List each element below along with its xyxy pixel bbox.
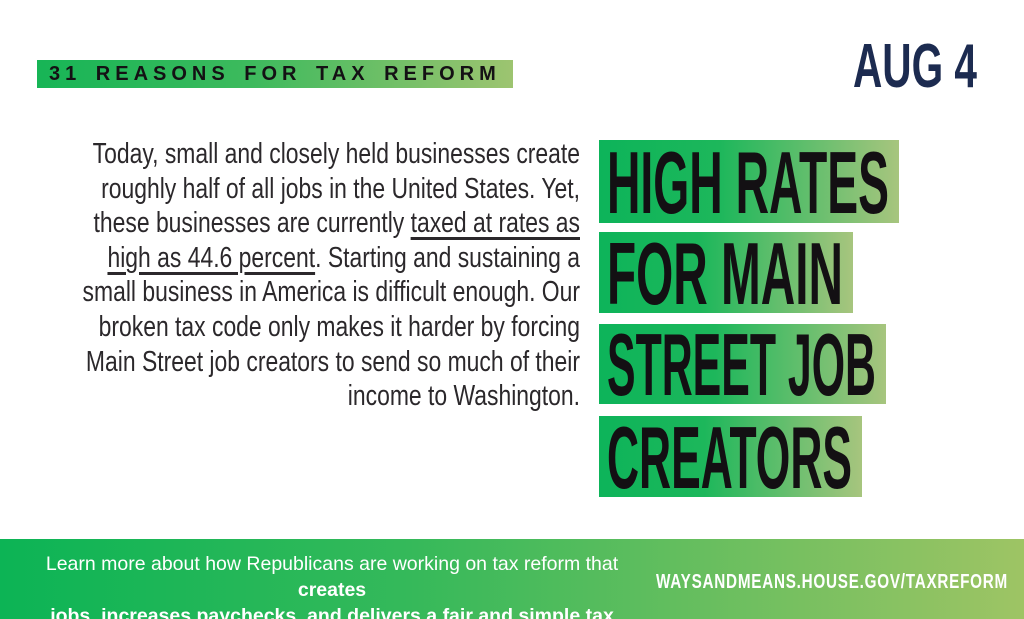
headline-line-4-text: CREATORS	[607, 408, 852, 507]
footer-message-bold-end: jobs, increases paychecks, and delivers …	[50, 605, 614, 619]
footer-message-line-2: jobs, increases paychecks, and delivers …	[30, 603, 634, 619]
series-badge-label: 31 REASONS FOR TAX REFORM	[49, 63, 501, 85]
headline-line-3: STREET JOB	[599, 315, 886, 414]
footer-banner	[0, 539, 1024, 619]
paragraph-text-before: Today, small and closely held businesses…	[92, 138, 581, 240]
headline-line-2-text: FOR MAIN	[607, 224, 843, 323]
date-text: AUG 4	[853, 32, 977, 101]
paragraph-text-after: . Starting and sustaining a small busine…	[82, 241, 581, 413]
paragraph-underlined-fact: taxed at rates as high as 44.6 percent	[107, 207, 580, 274]
headline-line-4: CREATORS	[599, 408, 862, 507]
footer-message-regular: Learn more about how Republicans are wor…	[45, 553, 619, 575]
headline-line-1-text: HIGH RATES	[607, 133, 889, 232]
footer-message-bold-start: creates	[297, 579, 367, 601]
headline-line-1: HIGH RATES	[599, 133, 899, 232]
footer-url-text: WAYSANDMEANS.HOUSE.GOV/TAXREFORM	[656, 570, 1008, 593]
body-paragraph: Today, small and closely held businesses…	[74, 137, 580, 414]
footer-url: WAYSANDMEANS.HOUSE.GOV/TAXREFORM	[656, 570, 1008, 593]
headline-line-2: FOR MAIN	[599, 224, 853, 323]
headline-line-3-text: STREET JOB	[607, 315, 876, 414]
series-badge: 31 REASONS FOR TAX REFORM	[37, 60, 513, 88]
date-label: AUG 4	[853, 32, 977, 101]
footer-message-line-1: Learn more about how Republicans are wor…	[30, 551, 634, 603]
footer-message: Learn more about how Republicans are wor…	[30, 551, 634, 619]
